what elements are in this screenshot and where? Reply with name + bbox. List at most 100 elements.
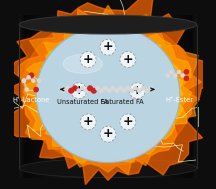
FancyBboxPatch shape: [152, 15, 159, 178]
Ellipse shape: [37, 27, 177, 160]
FancyBboxPatch shape: [55, 15, 62, 178]
FancyBboxPatch shape: [24, 15, 31, 178]
FancyBboxPatch shape: [33, 15, 40, 178]
FancyBboxPatch shape: [22, 15, 29, 178]
Circle shape: [31, 78, 36, 83]
Ellipse shape: [38, 29, 172, 156]
Polygon shape: [3, 0, 216, 184]
Ellipse shape: [38, 30, 171, 156]
Circle shape: [100, 39, 116, 55]
Text: +: +: [122, 115, 133, 128]
FancyBboxPatch shape: [149, 15, 157, 178]
Text: Unsaturated FA: Unsaturated FA: [57, 99, 108, 105]
FancyBboxPatch shape: [19, 15, 26, 178]
Circle shape: [133, 86, 138, 91]
Circle shape: [95, 86, 100, 91]
Circle shape: [84, 88, 89, 93]
Text: +: +: [103, 127, 113, 140]
Circle shape: [122, 88, 127, 93]
FancyBboxPatch shape: [166, 15, 173, 178]
Circle shape: [177, 70, 181, 74]
FancyBboxPatch shape: [173, 15, 180, 178]
Circle shape: [173, 73, 177, 78]
Ellipse shape: [36, 26, 180, 163]
Circle shape: [22, 78, 26, 83]
Ellipse shape: [63, 53, 153, 136]
FancyBboxPatch shape: [180, 15, 187, 178]
Circle shape: [87, 85, 93, 91]
Ellipse shape: [41, 33, 175, 152]
Text: +: +: [103, 40, 113, 53]
FancyBboxPatch shape: [57, 15, 64, 178]
FancyBboxPatch shape: [29, 15, 36, 178]
Circle shape: [129, 88, 134, 93]
Ellipse shape: [37, 28, 176, 160]
FancyBboxPatch shape: [164, 15, 171, 178]
FancyBboxPatch shape: [168, 15, 176, 178]
Circle shape: [180, 73, 185, 78]
Circle shape: [169, 70, 174, 74]
FancyBboxPatch shape: [157, 15, 164, 178]
FancyBboxPatch shape: [176, 15, 183, 178]
Ellipse shape: [36, 26, 180, 163]
Circle shape: [114, 88, 119, 93]
Circle shape: [37, 78, 41, 83]
Ellipse shape: [37, 28, 175, 159]
FancyBboxPatch shape: [43, 15, 50, 178]
FancyBboxPatch shape: [59, 15, 67, 178]
Ellipse shape: [37, 27, 178, 161]
FancyBboxPatch shape: [183, 15, 190, 178]
FancyBboxPatch shape: [31, 15, 38, 178]
Circle shape: [61, 88, 66, 93]
Circle shape: [106, 88, 111, 93]
FancyBboxPatch shape: [154, 15, 161, 178]
FancyBboxPatch shape: [159, 15, 166, 178]
Text: +: +: [73, 84, 84, 97]
FancyBboxPatch shape: [50, 15, 57, 178]
Circle shape: [72, 85, 78, 91]
FancyBboxPatch shape: [38, 15, 45, 178]
FancyBboxPatch shape: [26, 15, 33, 178]
Text: +: +: [122, 53, 133, 66]
FancyBboxPatch shape: [19, 15, 197, 178]
FancyBboxPatch shape: [171, 15, 178, 178]
Circle shape: [33, 87, 39, 92]
Ellipse shape: [38, 30, 170, 155]
Ellipse shape: [37, 28, 175, 159]
Circle shape: [91, 88, 97, 94]
Circle shape: [25, 87, 29, 92]
FancyBboxPatch shape: [161, 15, 168, 178]
Ellipse shape: [38, 29, 173, 157]
Ellipse shape: [36, 27, 179, 162]
Circle shape: [137, 88, 142, 93]
Circle shape: [118, 86, 123, 91]
Circle shape: [99, 88, 104, 93]
Ellipse shape: [49, 40, 167, 149]
Ellipse shape: [56, 47, 160, 142]
Text: Saturated FA: Saturated FA: [101, 99, 143, 105]
FancyBboxPatch shape: [48, 15, 55, 178]
Circle shape: [110, 86, 115, 91]
Circle shape: [65, 86, 70, 91]
Circle shape: [129, 83, 145, 99]
FancyBboxPatch shape: [40, 15, 48, 178]
Ellipse shape: [22, 16, 194, 166]
Circle shape: [26, 75, 31, 80]
Circle shape: [120, 52, 136, 67]
Ellipse shape: [37, 29, 174, 158]
FancyBboxPatch shape: [187, 15, 194, 178]
Circle shape: [80, 114, 96, 130]
Circle shape: [103, 86, 108, 91]
Circle shape: [140, 86, 145, 91]
Circle shape: [125, 86, 130, 91]
Circle shape: [184, 69, 189, 75]
Circle shape: [80, 86, 85, 91]
Circle shape: [100, 126, 116, 142]
Circle shape: [144, 88, 149, 93]
FancyBboxPatch shape: [190, 15, 197, 178]
Circle shape: [22, 78, 26, 83]
Text: H⁺-Ester: H⁺-Ester: [165, 97, 193, 103]
Polygon shape: [37, 28, 183, 160]
Text: +: +: [83, 115, 94, 128]
FancyBboxPatch shape: [52, 15, 59, 178]
